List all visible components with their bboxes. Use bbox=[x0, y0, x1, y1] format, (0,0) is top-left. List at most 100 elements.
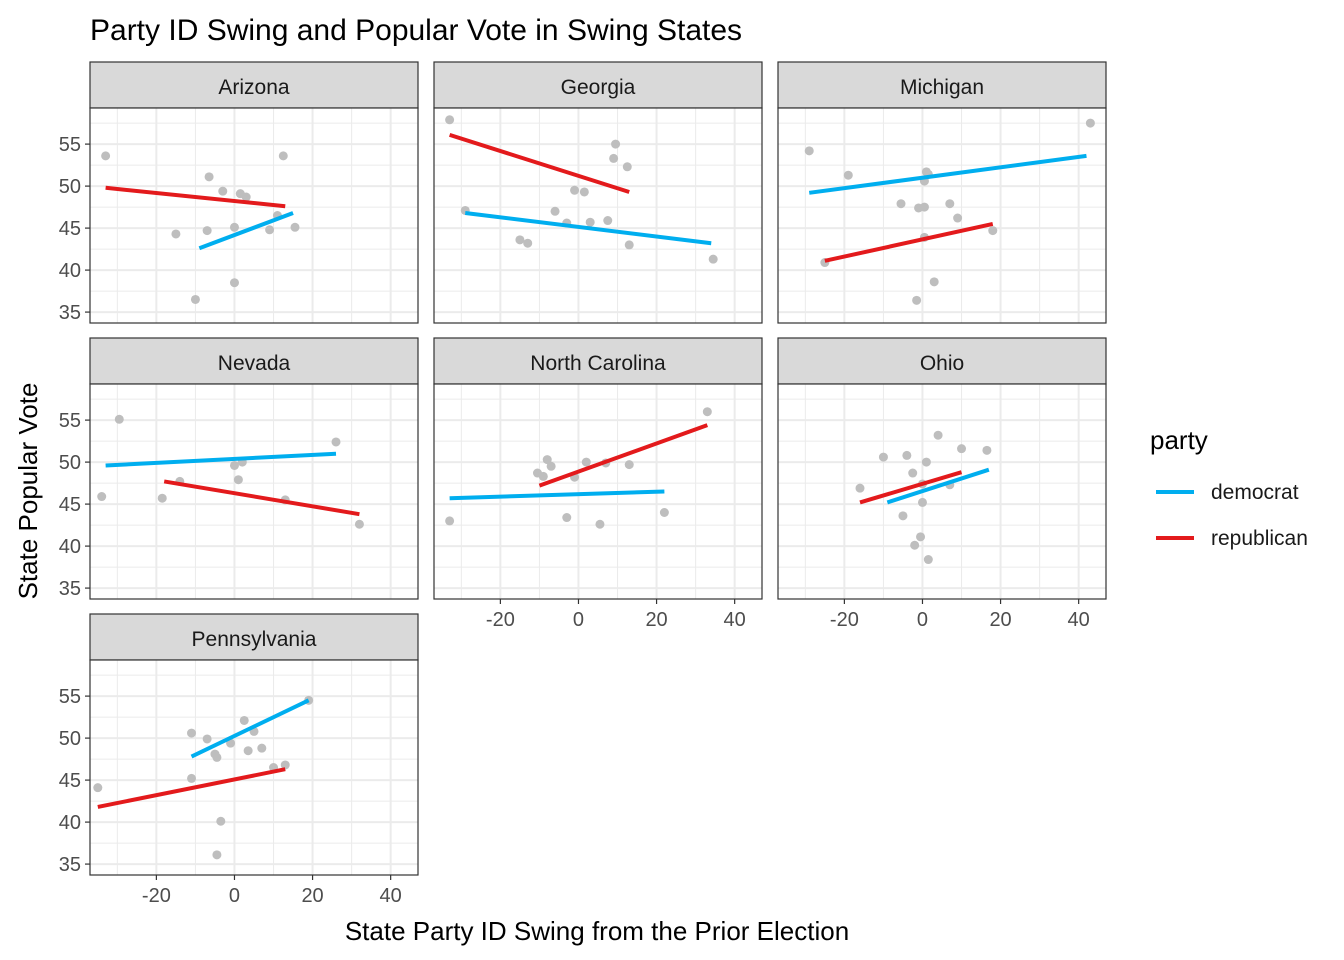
x-tick-label: 20 bbox=[989, 609, 1011, 631]
data-point bbox=[708, 254, 718, 264]
data-point bbox=[896, 199, 906, 209]
data-point bbox=[212, 752, 222, 762]
data-point bbox=[257, 743, 267, 753]
y-tick-label: 40 bbox=[59, 812, 81, 834]
facet-nevada: Nevada 35 40 45 50 55 bbox=[59, 337, 419, 600]
data-point bbox=[171, 229, 181, 239]
facet-georgia: Georgia bbox=[433, 61, 763, 324]
data-point bbox=[595, 519, 605, 529]
data-point bbox=[898, 511, 908, 521]
data-point bbox=[97, 492, 107, 502]
y-tick-label: 35 bbox=[59, 854, 81, 876]
data-point bbox=[280, 760, 290, 770]
facet-panels: Arizona 35 40 45 50 55 Georgia Michigan Nevada 35… bbox=[59, 61, 1107, 907]
facet-north-carolina: North Carolina -20 0 20 40 bbox=[433, 337, 763, 631]
data-point bbox=[233, 475, 243, 485]
chart-title: Party ID Swing and Popular Vote in Swing… bbox=[90, 14, 742, 47]
republican-fit-line bbox=[449, 132, 630, 194]
data-point bbox=[579, 187, 589, 197]
data-point bbox=[445, 516, 455, 526]
democrat-fit-line bbox=[449, 489, 665, 501]
data-point bbox=[953, 213, 963, 223]
data-point bbox=[445, 115, 455, 125]
data-point bbox=[916, 532, 926, 542]
data-point bbox=[910, 540, 920, 550]
data-point bbox=[202, 734, 212, 744]
panel-border bbox=[777, 107, 1107, 324]
data-point bbox=[933, 430, 943, 440]
data-point bbox=[988, 226, 998, 236]
data-point bbox=[229, 222, 239, 232]
data-point bbox=[157, 493, 167, 503]
facet-ohio: Ohio -20 0 20 40 bbox=[777, 337, 1107, 631]
republican-fit-line bbox=[538, 423, 709, 488]
data-point bbox=[190, 294, 200, 304]
democrat-fit-line bbox=[198, 211, 294, 251]
data-point bbox=[538, 471, 548, 481]
y-tick-label: 40 bbox=[59, 260, 81, 282]
data-point bbox=[114, 414, 124, 424]
facet-strip-label: Georgia bbox=[561, 76, 636, 99]
republican-fit-line bbox=[97, 767, 286, 809]
data-point bbox=[202, 226, 212, 236]
data-point bbox=[878, 452, 888, 462]
data-point bbox=[331, 437, 341, 447]
data-point bbox=[229, 278, 239, 288]
y-tick-label: 50 bbox=[59, 728, 81, 750]
data-point bbox=[218, 186, 228, 196]
data-point bbox=[243, 746, 253, 756]
data-point bbox=[611, 139, 621, 149]
facet-michigan: Michigan bbox=[777, 61, 1107, 324]
data-point bbox=[921, 167, 931, 177]
facet-strip-label: Arizona bbox=[218, 76, 290, 99]
y-tick-label: 45 bbox=[59, 770, 81, 792]
x-tick-label: 40 bbox=[1068, 609, 1090, 631]
data-point bbox=[1085, 118, 1095, 128]
facet-strip bbox=[89, 613, 419, 661]
legend: party democrat republican bbox=[1150, 425, 1308, 550]
republican-fit-line bbox=[859, 470, 963, 505]
data-point bbox=[204, 172, 214, 182]
data-point bbox=[278, 151, 288, 161]
x-tick-label: 0 bbox=[573, 609, 584, 631]
legend-label-democrat: democrat bbox=[1211, 481, 1299, 504]
democrat-fit-line bbox=[105, 451, 337, 468]
data-point bbox=[354, 519, 364, 529]
democrat-fit-line bbox=[808, 153, 1087, 195]
data-point bbox=[804, 146, 814, 156]
y-tick-label: 35 bbox=[59, 578, 81, 600]
panel-border bbox=[89, 107, 419, 324]
data-point bbox=[216, 816, 226, 826]
data-point bbox=[919, 202, 929, 212]
y-tick-label: 50 bbox=[59, 176, 81, 198]
y-tick-label: 45 bbox=[59, 218, 81, 240]
data-point bbox=[212, 850, 222, 860]
facet-strip-label: Nevada bbox=[218, 352, 291, 375]
facet-strip-label: Ohio bbox=[920, 352, 964, 375]
data-point bbox=[982, 445, 992, 455]
data-point bbox=[908, 468, 918, 478]
facet-strip bbox=[777, 337, 1107, 385]
x-axis-title: State Party ID Swing from the Prior Elec… bbox=[345, 916, 849, 946]
data-point bbox=[515, 235, 525, 245]
y-tick-label: 55 bbox=[59, 686, 81, 708]
x-tick-label: 20 bbox=[645, 609, 667, 631]
data-point bbox=[622, 162, 632, 172]
facet-strip bbox=[433, 61, 763, 109]
y-tick-label: 45 bbox=[59, 494, 81, 516]
y-tick-label: 55 bbox=[59, 410, 81, 432]
data-point bbox=[546, 461, 556, 471]
legend-label-republican: republican bbox=[1211, 527, 1308, 550]
democrat-fit-line bbox=[464, 210, 712, 246]
y-axis-title: State Popular Vote bbox=[13, 383, 43, 600]
data-point bbox=[702, 407, 712, 417]
data-point bbox=[239, 715, 249, 725]
facet-strip bbox=[433, 337, 763, 385]
data-point bbox=[101, 151, 111, 161]
x-tick-label: -20 bbox=[486, 609, 515, 631]
data-point bbox=[229, 460, 239, 470]
data-point bbox=[581, 457, 591, 467]
x-tick-label: 0 bbox=[917, 609, 928, 631]
data-point bbox=[187, 728, 197, 738]
